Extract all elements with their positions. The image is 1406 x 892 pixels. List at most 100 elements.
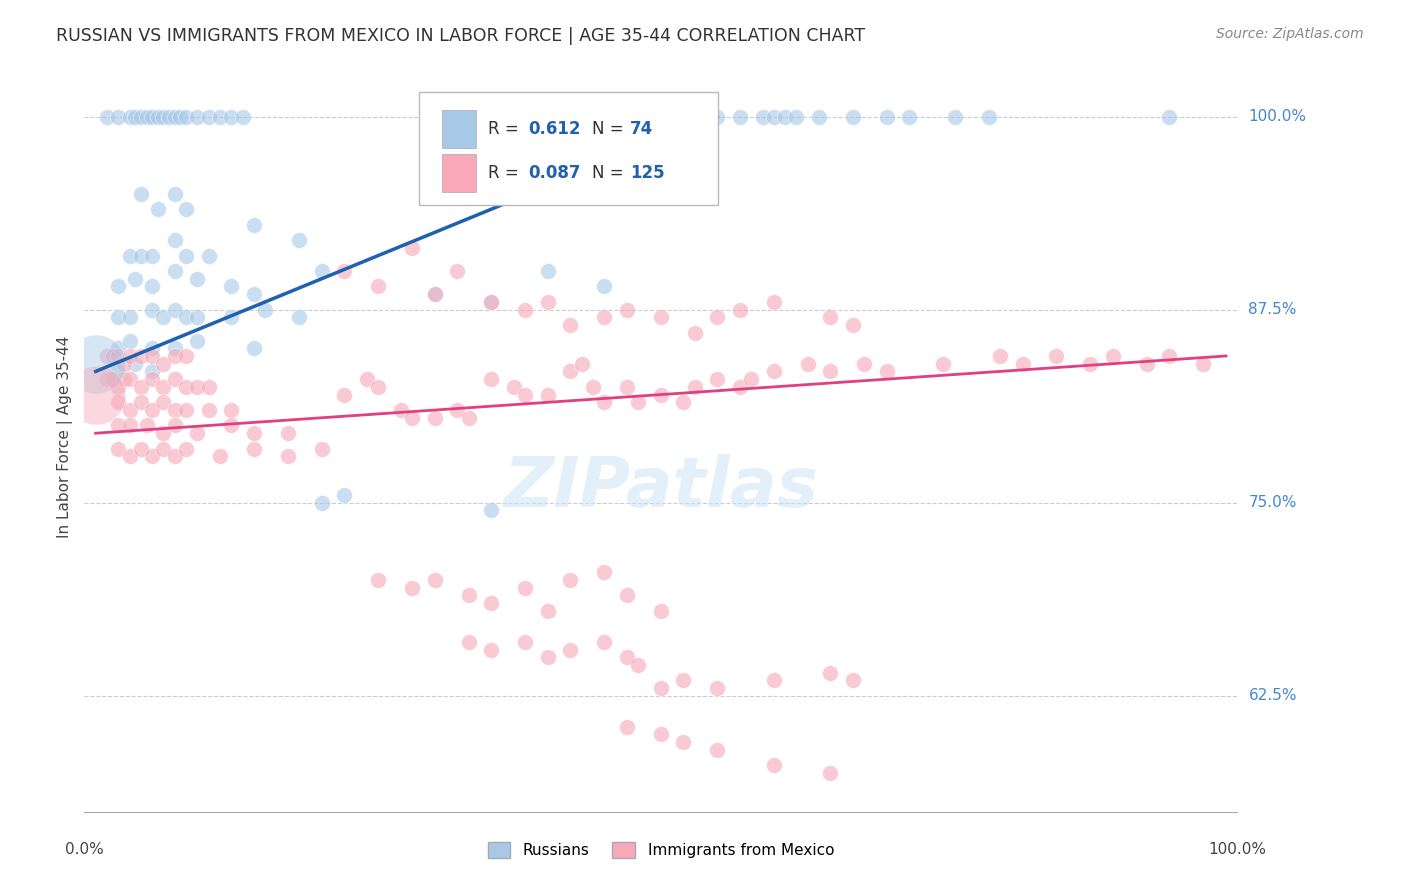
Point xyxy=(446,264,468,278)
Point xyxy=(107,395,129,409)
Point xyxy=(1011,357,1033,371)
Point xyxy=(808,110,831,124)
Point xyxy=(820,364,842,378)
Point xyxy=(876,110,898,124)
Point xyxy=(401,581,423,595)
Point xyxy=(174,442,197,456)
Text: 62.5%: 62.5% xyxy=(1249,689,1296,704)
Point xyxy=(124,271,146,285)
Point xyxy=(367,573,389,587)
Point xyxy=(96,349,118,363)
Point xyxy=(254,302,277,317)
Point xyxy=(152,380,174,394)
Point xyxy=(762,364,785,378)
Point xyxy=(728,380,751,394)
Point xyxy=(616,380,638,394)
Point xyxy=(446,403,468,417)
Point xyxy=(186,271,208,285)
Point xyxy=(560,642,582,657)
Point xyxy=(1159,349,1181,363)
Point xyxy=(129,110,152,124)
Point xyxy=(107,279,129,293)
Point xyxy=(163,264,186,278)
Point xyxy=(706,310,728,325)
Point xyxy=(616,720,638,734)
Point xyxy=(208,110,231,124)
Point xyxy=(135,110,157,124)
Point xyxy=(706,110,728,124)
Point xyxy=(593,310,616,325)
Point xyxy=(141,302,163,317)
Point xyxy=(560,364,582,378)
Point xyxy=(84,357,107,371)
Point xyxy=(163,403,186,417)
Point xyxy=(1102,349,1125,363)
Point xyxy=(537,650,560,665)
Point xyxy=(118,248,141,262)
Point xyxy=(112,357,135,371)
Point xyxy=(672,395,695,409)
Point xyxy=(107,341,129,355)
Point xyxy=(186,380,208,394)
Text: 0.0%: 0.0% xyxy=(65,842,104,857)
Point xyxy=(129,248,152,262)
Point xyxy=(152,310,174,325)
Text: R =: R = xyxy=(488,164,529,182)
Point xyxy=(479,503,502,517)
Point xyxy=(650,110,672,124)
Point xyxy=(616,589,638,603)
Point xyxy=(457,589,479,603)
Point xyxy=(186,426,208,441)
Legend: Russians, Immigrants from Mexico: Russians, Immigrants from Mexico xyxy=(481,836,841,864)
Point xyxy=(627,657,650,672)
Point xyxy=(118,450,141,464)
Point xyxy=(152,110,174,124)
Point xyxy=(107,380,129,394)
Point xyxy=(311,264,333,278)
Point xyxy=(197,248,219,262)
Text: 0.612: 0.612 xyxy=(529,120,581,138)
Text: 125: 125 xyxy=(630,164,664,182)
Point xyxy=(797,357,820,371)
Point xyxy=(232,110,254,124)
FancyBboxPatch shape xyxy=(441,111,477,148)
Point xyxy=(163,302,186,317)
Point xyxy=(457,410,479,425)
Point xyxy=(129,395,152,409)
Point xyxy=(208,450,231,464)
Point xyxy=(112,372,135,386)
Point xyxy=(333,387,356,401)
Point xyxy=(141,450,163,464)
FancyBboxPatch shape xyxy=(419,93,718,205)
Point xyxy=(129,186,152,201)
Point xyxy=(650,604,672,618)
Point xyxy=(141,248,163,262)
Point xyxy=(152,426,174,441)
Point xyxy=(243,442,266,456)
Point xyxy=(152,357,174,371)
Y-axis label: In Labor Force | Age 35-44: In Labor Force | Age 35-44 xyxy=(58,336,73,538)
Point xyxy=(221,279,243,293)
Text: 87.5%: 87.5% xyxy=(1249,302,1296,318)
Text: 0.087: 0.087 xyxy=(529,164,581,182)
Point xyxy=(174,248,197,262)
Point xyxy=(672,735,695,749)
Point xyxy=(740,372,762,386)
Point xyxy=(163,349,186,363)
Point xyxy=(141,364,163,378)
Point xyxy=(683,380,706,394)
Text: N =: N = xyxy=(592,164,628,182)
Point xyxy=(186,334,208,348)
Text: R =: R = xyxy=(488,120,529,138)
Point xyxy=(560,573,582,587)
Point xyxy=(502,380,524,394)
Point xyxy=(367,279,389,293)
Point xyxy=(221,418,243,433)
Point xyxy=(129,442,152,456)
Text: 75.0%: 75.0% xyxy=(1249,495,1296,510)
Point xyxy=(141,403,163,417)
Point xyxy=(593,566,616,580)
Point xyxy=(118,334,141,348)
Point xyxy=(479,294,502,309)
Point xyxy=(141,341,163,355)
